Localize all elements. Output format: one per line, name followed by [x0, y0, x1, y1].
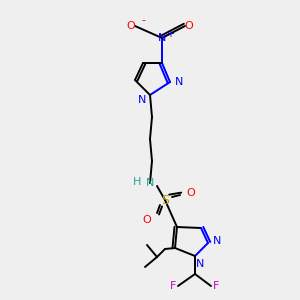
- Text: O: O: [187, 188, 195, 198]
- Text: S: S: [161, 194, 169, 206]
- Text: H: H: [133, 177, 141, 187]
- Text: O: O: [127, 21, 135, 31]
- Text: O: O: [184, 21, 194, 31]
- Text: N: N: [158, 33, 166, 43]
- Text: N: N: [196, 259, 204, 269]
- Text: O: O: [142, 215, 152, 225]
- Text: N: N: [213, 236, 221, 246]
- Text: N: N: [138, 95, 146, 105]
- Text: -: -: [141, 15, 145, 25]
- Text: F: F: [213, 281, 219, 291]
- Text: +: +: [166, 29, 174, 39]
- Text: N: N: [146, 178, 154, 188]
- Text: N: N: [175, 77, 183, 87]
- Text: F: F: [170, 281, 176, 291]
